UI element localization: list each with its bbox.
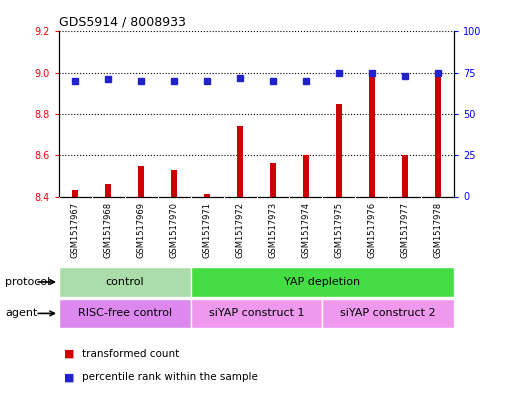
Text: GSM1517968: GSM1517968 [104, 202, 113, 258]
Bar [171, 170, 177, 196]
Text: GSM1517972: GSM1517972 [235, 202, 245, 258]
Text: ■: ■ [64, 349, 74, 359]
Bar [369, 73, 374, 196]
Text: GSM1517974: GSM1517974 [301, 202, 310, 258]
Text: GSM1517967: GSM1517967 [71, 202, 80, 258]
Bar [191, 267, 454, 297]
Text: control: control [106, 277, 144, 287]
Text: GSM1517973: GSM1517973 [268, 202, 278, 258]
Text: RISC-free control: RISC-free control [78, 309, 172, 318]
Text: GDS5914 / 8008933: GDS5914 / 8008933 [59, 16, 186, 29]
Bar [402, 155, 408, 196]
Text: GSM1517970: GSM1517970 [170, 202, 179, 258]
Bar [105, 184, 111, 196]
Text: GSM1517969: GSM1517969 [137, 202, 146, 258]
Text: GSM1517977: GSM1517977 [400, 202, 409, 258]
Text: GSM1517978: GSM1517978 [433, 202, 442, 258]
Bar [204, 195, 210, 196]
Text: agent: agent [5, 309, 37, 318]
Text: ■: ■ [64, 372, 74, 382]
Text: GSM1517975: GSM1517975 [334, 202, 343, 258]
Text: siYAP construct 1: siYAP construct 1 [209, 309, 304, 318]
Bar [59, 267, 191, 297]
Text: percentile rank within the sample: percentile rank within the sample [82, 372, 258, 382]
Bar [72, 190, 78, 196]
Text: GSM1517976: GSM1517976 [367, 202, 376, 258]
Bar [336, 104, 342, 196]
Bar [191, 299, 322, 328]
Text: siYAP construct 2: siYAP construct 2 [340, 309, 436, 318]
Text: transformed count: transformed count [82, 349, 180, 359]
Bar [59, 299, 191, 328]
Bar [139, 165, 144, 196]
Text: GSM1517971: GSM1517971 [203, 202, 212, 258]
Bar [237, 127, 243, 196]
Bar [435, 73, 441, 196]
Text: YAP depletion: YAP depletion [284, 277, 361, 287]
Bar [270, 163, 276, 196]
Bar [303, 155, 309, 196]
Bar [322, 299, 454, 328]
Text: protocol: protocol [5, 277, 50, 287]
